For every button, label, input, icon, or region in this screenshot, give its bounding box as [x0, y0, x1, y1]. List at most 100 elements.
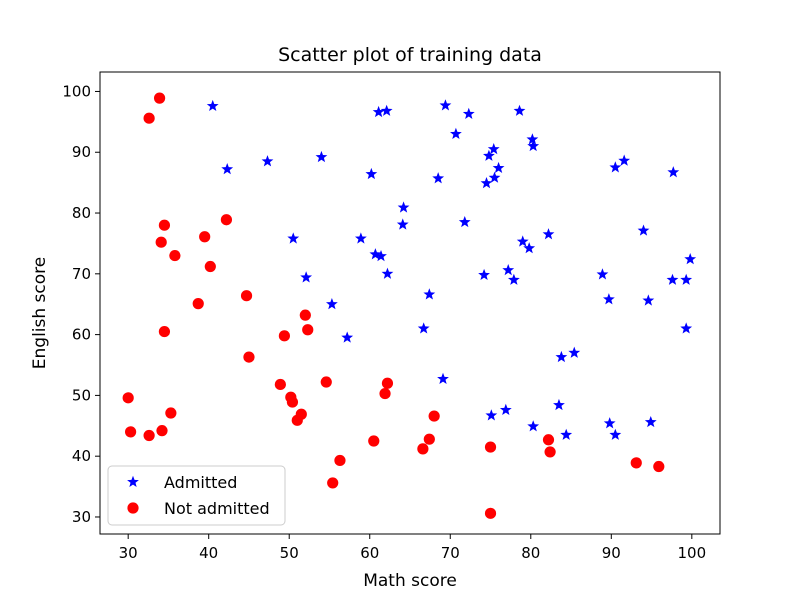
admitted-point	[483, 149, 495, 161]
not-admitted-point	[302, 324, 314, 336]
not-admitted-point	[484, 507, 497, 519]
admitted-point	[516, 235, 529, 247]
not-admitted-point	[278, 330, 290, 342]
admitted-point	[488, 171, 501, 183]
admitted-point	[568, 346, 581, 358]
admitted-point	[261, 155, 274, 167]
admitted-point	[341, 331, 354, 343]
x-axis-ticks: 30 40 50 60 70 80 90 100	[119, 534, 706, 562]
y-tick-label: 70	[72, 265, 91, 283]
admitted-point	[644, 415, 657, 428]
not-admitted-point	[630, 457, 642, 469]
admitted-point	[437, 372, 449, 384]
not-admitted-point	[381, 377, 394, 389]
admitted-point	[485, 409, 498, 421]
not-admitted-point	[417, 443, 429, 455]
not-admitted-point	[124, 426, 137, 438]
y-axis-ticks: 30 40 50 60 70 80 90 100	[62, 82, 100, 526]
admitted-point	[315, 150, 328, 163]
y-tick-label: 90	[72, 143, 91, 161]
admitted-point	[450, 127, 462, 140]
not-admitted-point	[368, 435, 380, 447]
not-admitted-point	[428, 410, 440, 422]
y-tick-label: 100	[62, 82, 91, 100]
not-admitted-point	[299, 309, 311, 321]
admitted-point	[523, 242, 536, 254]
admitted-point	[397, 201, 410, 213]
admitted-point	[542, 228, 555, 240]
admitted-point	[432, 172, 445, 184]
not-admitted-point	[169, 249, 181, 262]
y-tick-label: 50	[72, 386, 91, 404]
not-admitted-point	[379, 387, 391, 400]
not-admitted-point	[274, 378, 286, 391]
admitted-point	[439, 99, 452, 111]
x-tick-label: 50	[280, 544, 299, 562]
x-tick-label: 100	[677, 544, 706, 562]
admitted-point	[372, 105, 385, 118]
x-tick-label: 30	[119, 544, 138, 562]
admitted-point	[527, 420, 540, 432]
admitted-point	[380, 104, 393, 116]
admitted-point	[527, 139, 540, 152]
not-admitted-point	[158, 325, 171, 338]
not-admitted-point	[143, 112, 155, 124]
admitted-point	[684, 253, 697, 265]
not-admitted-point	[153, 92, 166, 104]
admitted-point	[287, 232, 300, 244]
x-tick-label: 90	[602, 544, 621, 562]
legend: Admitted Not admitted	[107, 465, 286, 526]
admitted-point	[526, 133, 539, 145]
not-admitted-point	[143, 429, 155, 442]
admitted-point	[458, 215, 471, 228]
admitted-point	[667, 166, 680, 178]
legend-label-admitted: Admitted	[164, 473, 237, 492]
not-admitted-point	[122, 392, 134, 404]
not-admitted-point	[484, 441, 497, 453]
not-admitted-point	[243, 351, 255, 363]
x-tick-label: 70	[441, 544, 460, 562]
admitted-point	[618, 154, 631, 166]
admitted-point	[326, 298, 338, 310]
admitted-point	[560, 428, 573, 440]
admitted-point	[680, 273, 693, 285]
not-admitted-point	[286, 396, 299, 408]
legend-marker-admitted	[127, 475, 139, 488]
x-axis-label: Math score	[363, 571, 457, 591]
not-admitted-point	[204, 260, 216, 273]
not-admitted-point	[192, 298, 204, 310]
y-tick-label: 40	[72, 447, 91, 465]
admitted-point	[502, 263, 515, 276]
admitted-point	[369, 248, 382, 260]
admitted-point	[354, 232, 367, 244]
y-tick-label: 80	[72, 204, 91, 222]
admitted-point	[555, 350, 568, 363]
admitted-point	[478, 268, 490, 281]
admitted-point	[553, 398, 565, 411]
x-tick-label: 40	[199, 544, 218, 562]
admitted-point	[206, 99, 219, 112]
admitted-point	[637, 224, 650, 236]
legend-box	[107, 465, 286, 526]
admitted-point	[642, 294, 655, 306]
not-admitted-point	[327, 477, 339, 489]
legend-label-not-admitted: Not admitted	[164, 499, 270, 518]
chart-title: Scatter plot of training data	[278, 44, 542, 66]
not-admitted-point	[156, 425, 168, 437]
admitted-point	[609, 161, 622, 173]
admitted-point	[381, 267, 394, 279]
admitted-point	[221, 163, 234, 175]
not-admitted-point	[653, 460, 665, 473]
not-admitted-point	[165, 407, 177, 419]
admitted-point	[423, 288, 436, 300]
not-admitted-point	[220, 214, 233, 226]
data-points	[122, 92, 697, 519]
admitted-point	[492, 161, 505, 174]
legend-marker-not-admitted	[127, 502, 139, 514]
not-admitted-point	[423, 433, 435, 445]
admitted-point	[462, 107, 475, 119]
y-tick-label: 30	[72, 508, 91, 526]
not-admitted-point	[158, 219, 171, 231]
not-admitted-point	[291, 414, 303, 426]
